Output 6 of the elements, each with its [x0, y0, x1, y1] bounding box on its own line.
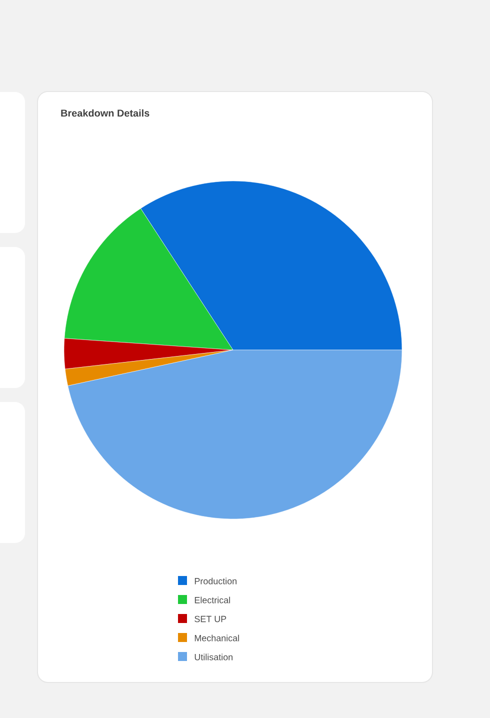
legend-label: SET UP — [194, 616, 226, 622]
legend-label: Mechanical — [194, 634, 239, 642]
legend-label: Utilisation — [194, 654, 232, 660]
legend-label: Production — [194, 578, 236, 584]
legend-label: Electrical — [194, 596, 230, 604]
chart-title: Breakdown Details — [61, 109, 150, 117]
